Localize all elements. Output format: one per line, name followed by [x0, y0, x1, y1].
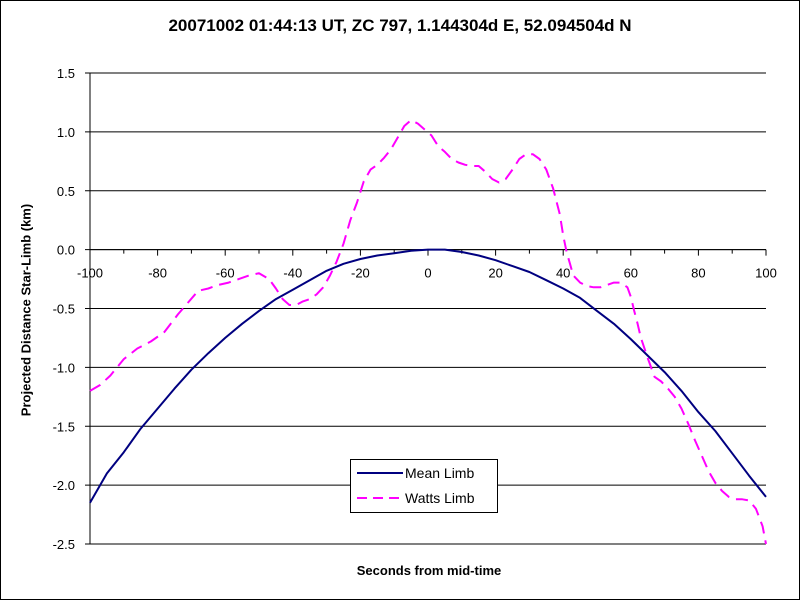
- y-tick-label-8: -2.5: [53, 537, 75, 552]
- y-tick-label-0: 1.5: [57, 66, 75, 81]
- x-tick-label-5: 0: [424, 266, 431, 281]
- legend-item-mean-limb: Mean Limb: [351, 461, 497, 485]
- legend-label-watts-limb: Watts Limb: [405, 490, 475, 506]
- x-tick-label-7: 40: [556, 266, 570, 281]
- y-tick-label-6: -1.5: [53, 419, 75, 434]
- y-tick-label-7: -2.0: [53, 478, 75, 493]
- x-tick-label-2: -60: [216, 266, 235, 281]
- x-tick-label-10: 100: [755, 266, 777, 281]
- series-lines: [89, 119, 767, 545]
- series-line-mean-limb: [89, 248, 767, 504]
- x-tick-label-0: -100: [77, 266, 103, 281]
- legend-swatch-watts-limb: [357, 497, 403, 499]
- legend-label-mean-limb: Mean Limb: [405, 465, 475, 481]
- legend-item-watts-limb: Watts Limb: [351, 486, 497, 510]
- y-tick-label-4: -0.5: [53, 302, 75, 317]
- x-tick-label-6: 20: [488, 266, 502, 281]
- tick-labels: 1.5 1.0 0.5 0.0 -0.5 -1.0 -1.5 -2.0 -2.5 -100 -80 -…: [53, 66, 777, 552]
- y-tick-label-5: -1.0: [53, 360, 75, 375]
- legend-swatch-mean-limb: [357, 472, 403, 474]
- legend: Mean Limb Watts Limb: [350, 459, 498, 513]
- x-tick-label-9: 80: [691, 266, 705, 281]
- x-tick-label-3: -40: [283, 266, 302, 281]
- x-tick-label-4: -20: [351, 266, 370, 281]
- x-axis-title: Seconds from mid-time: [356, 563, 502, 578]
- series-line-watts-limb: [89, 119, 767, 545]
- x-tick-label-8: 60: [624, 266, 638, 281]
- y-tick-label-3: 0.0: [57, 243, 75, 258]
- chart-title: 20071002 01:44:13 UT, ZC 797, 1.144304d …: [168, 16, 632, 35]
- y-tick-label-1: 1.0: [57, 125, 75, 140]
- y-tick-label-2: 0.5: [57, 184, 75, 199]
- x-tick-label-1: -80: [148, 266, 167, 281]
